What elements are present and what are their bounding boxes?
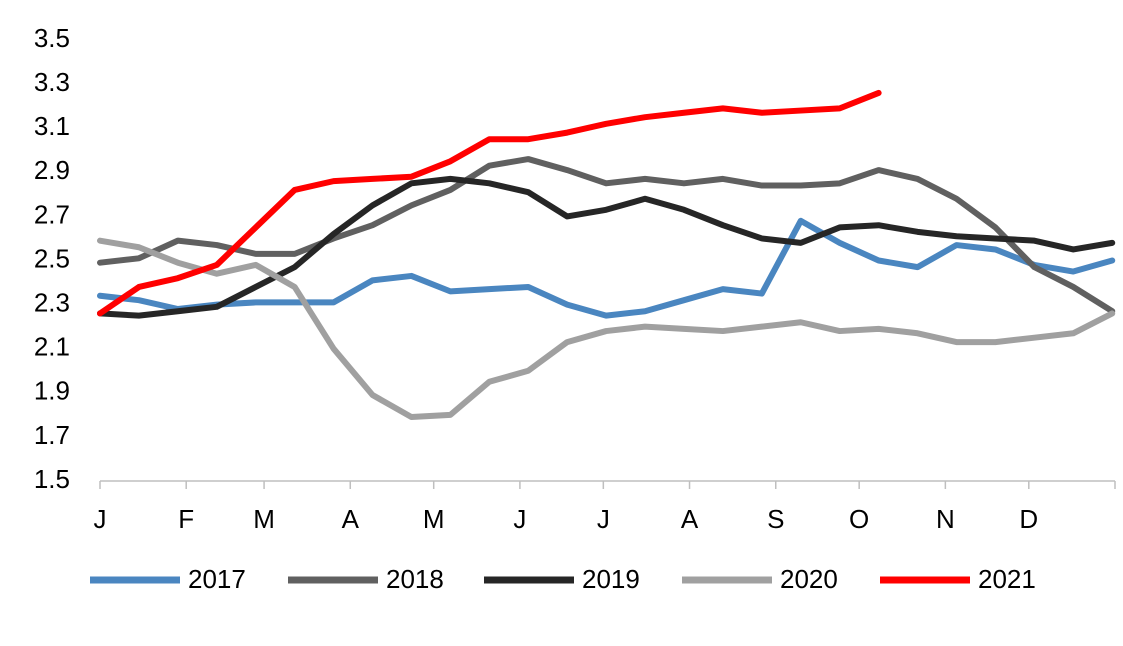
x-tick-label: F xyxy=(178,504,194,534)
series-line xyxy=(97,237,1116,421)
x-tick-label: S xyxy=(767,504,784,534)
x-tick-label: N xyxy=(936,504,955,534)
y-tick-label: 2.7 xyxy=(34,199,70,229)
series-line xyxy=(97,175,1116,319)
legend-label: 2018 xyxy=(386,564,444,594)
x-tick-label: J xyxy=(513,504,526,534)
y-tick-label: 1.9 xyxy=(34,376,70,406)
y-tick-label: 2.1 xyxy=(34,332,70,362)
legend-label: 2019 xyxy=(582,564,640,594)
y-tick-label: 3.1 xyxy=(34,111,70,141)
y-tick-label: 2.3 xyxy=(34,287,70,317)
x-tick-label: D xyxy=(1019,504,1038,534)
y-tick-label: 2.5 xyxy=(34,243,70,273)
y-tick-label: 1.5 xyxy=(34,464,70,494)
x-tick-label: A xyxy=(681,504,699,534)
legend-label: 2020 xyxy=(780,564,838,594)
x-tick-label: A xyxy=(342,504,360,534)
series-line xyxy=(97,156,1116,315)
y-tick-label: 1.7 xyxy=(34,420,70,450)
x-tick-label: J xyxy=(94,504,107,534)
series-line xyxy=(97,89,882,317)
x-tick-label: J xyxy=(597,504,610,534)
y-tick-label: 3.5 xyxy=(34,23,70,53)
x-tick-label: O xyxy=(849,504,869,534)
legend-label: 2021 xyxy=(978,564,1036,594)
y-tick-label: 2.9 xyxy=(34,155,70,185)
series-line xyxy=(97,217,1116,319)
legend-label: 2017 xyxy=(188,564,246,594)
y-tick-label: 3.3 xyxy=(34,67,70,97)
x-tick-label: M xyxy=(423,504,445,534)
x-tick-label: M xyxy=(253,504,275,534)
